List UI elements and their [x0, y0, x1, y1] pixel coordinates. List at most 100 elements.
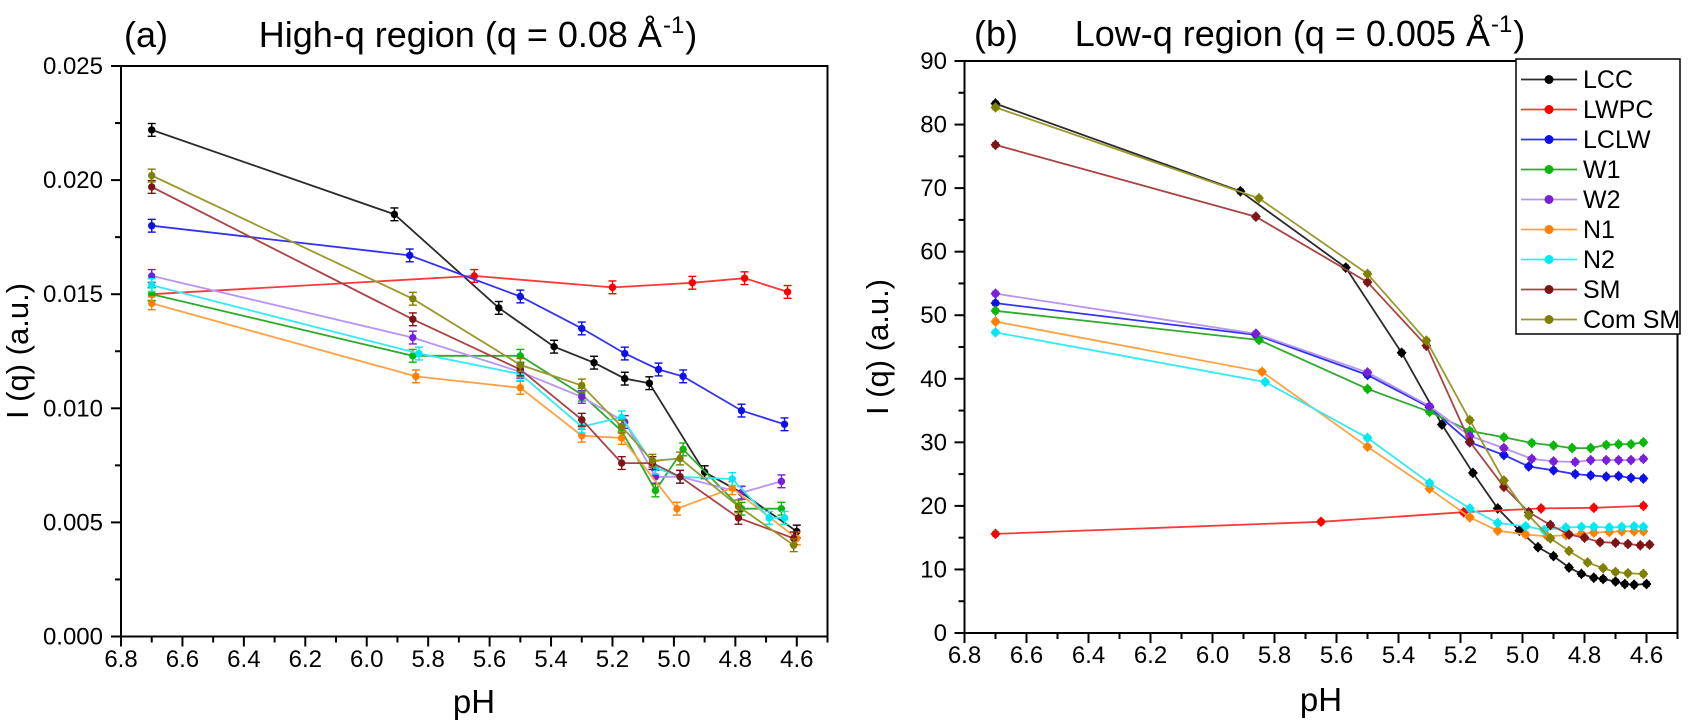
- series-n1: [147, 296, 801, 546]
- y-axis-ticks: 0.000 0.005 0.010 0.015 0.020 0.025: [43, 53, 120, 651]
- marker: [1613, 470, 1624, 482]
- marker: [1362, 432, 1373, 444]
- x-tick-label: 6.2: [289, 646, 322, 673]
- marker: [1250, 211, 1261, 223]
- panel-a-title: High-q region (q = 0.08 Å-1): [259, 12, 698, 55]
- marker: [1464, 430, 1475, 442]
- marker: [1436, 419, 1447, 430]
- marker: [1362, 441, 1373, 453]
- series-sm: [147, 179, 798, 546]
- panel-b-title: Low-q region (q = 0.005 Å-1): [1075, 11, 1526, 54]
- marker: [1492, 525, 1503, 537]
- y-tick-label: 0: [934, 620, 947, 647]
- marker: [676, 454, 684, 463]
- series-line: [151, 302, 798, 540]
- panel-a-tag: (a): [124, 14, 168, 55]
- series-w2: [147, 268, 786, 500]
- marker: [1545, 519, 1556, 531]
- series-w1: [147, 287, 786, 516]
- marker: [679, 372, 687, 381]
- marker: [1638, 568, 1649, 580]
- series-line: [151, 129, 798, 533]
- y-tick-label: 90: [920, 48, 947, 75]
- marker: [1626, 454, 1636, 466]
- y-tick-label: 10: [920, 556, 947, 583]
- x-tick-label: 6.0: [1196, 642, 1229, 669]
- x-tick-label: 6.4: [1072, 642, 1105, 669]
- x-tick-label: 5.2: [1444, 642, 1477, 669]
- marker: [1464, 414, 1475, 426]
- marker: [1362, 276, 1373, 288]
- panel-b: 6.8 6.6 6.4 6.2 6.0 5.8 5.6 5.4 5.2 5.0 4.8 4.6 0 10 2…: [860, 11, 1681, 718]
- marker: [550, 342, 558, 351]
- panel-b-plot-layer: 6.8 6.6 6.4 6.2 6.0 5.8 5.6 5.4 5.2 5.0 4.8 4.6 0 10 2…: [920, 48, 1679, 669]
- y-tick-label: 20: [920, 493, 947, 520]
- marker: [1610, 537, 1621, 549]
- marker: [1641, 578, 1652, 590]
- y-tick-label: 0.000: [43, 624, 103, 651]
- marker: [1536, 503, 1547, 514]
- y-tick-label: 0.005: [43, 509, 103, 536]
- legend-entry-label: SM: [1583, 276, 1621, 304]
- series-line: [151, 274, 788, 296]
- marker: [148, 290, 156, 298]
- marker: [1626, 438, 1636, 450]
- panel-a: 6.8 6.6 6.4 6.2 6.0 5.8 5.6 5.4 5.2 5.0 4.8 4.6 0.00…: [0, 12, 829, 720]
- marker: [1260, 376, 1271, 388]
- marker: [651, 486, 660, 495]
- marker: [783, 288, 792, 296]
- marker: [1616, 521, 1627, 533]
- marker: [1582, 557, 1593, 568]
- x-tick-label: 6.2: [1134, 642, 1167, 669]
- marker: [415, 349, 423, 358]
- marker: [1564, 562, 1574, 573]
- x-tick-label: 6.0: [350, 646, 383, 673]
- legend-entry: N1: [1521, 216, 1615, 244]
- marker: [728, 475, 736, 483]
- legend-entry-label: W2: [1583, 186, 1621, 214]
- x-tick-label: 5.8: [411, 646, 444, 673]
- legend-box: [1515, 58, 1681, 335]
- plot-border: [120, 65, 829, 638]
- marker: [1570, 468, 1581, 480]
- y-tick-label: 80: [920, 112, 947, 139]
- marker: [409, 333, 417, 342]
- marker: [1526, 453, 1537, 465]
- series-lcc: [147, 122, 801, 539]
- series-lwpc: [990, 500, 1649, 540]
- marker: [990, 101, 1001, 113]
- legend-entry-label: LCC: [1583, 66, 1633, 94]
- marker: [1523, 461, 1534, 472]
- marker: [1362, 268, 1373, 280]
- marker: [148, 183, 156, 191]
- marker: [990, 528, 1001, 540]
- legend-entry: W1: [1521, 156, 1621, 184]
- x-tick-label: 6.6: [1010, 642, 1043, 669]
- marker: [516, 361, 525, 369]
- series-line: [151, 186, 795, 540]
- legend-entry: Com SM: [1521, 306, 1680, 334]
- marker: [1520, 520, 1531, 532]
- marker: [1601, 454, 1612, 466]
- marker: [1523, 510, 1534, 521]
- marker: [1638, 500, 1649, 512]
- x-tick-label: 4.8: [719, 646, 752, 673]
- marker: [1604, 522, 1615, 533]
- marker: [1254, 192, 1264, 204]
- legend-sample-marker: [1544, 105, 1554, 114]
- marker: [728, 484, 736, 492]
- marker: [1467, 467, 1478, 479]
- x-tick-label: 4.6: [1630, 642, 1663, 669]
- marker: [1545, 532, 1556, 544]
- series-line: [995, 320, 1644, 538]
- marker: [1362, 367, 1373, 378]
- marker: [1588, 502, 1599, 514]
- marker: [990, 139, 1001, 151]
- marker: [1396, 347, 1407, 359]
- x-tick-label: 6.4: [227, 646, 260, 673]
- x-tick-label: 5.2: [596, 646, 629, 673]
- series-line: [995, 505, 1644, 535]
- x-tick-label: 5.4: [1382, 642, 1415, 669]
- marker: [688, 279, 697, 287]
